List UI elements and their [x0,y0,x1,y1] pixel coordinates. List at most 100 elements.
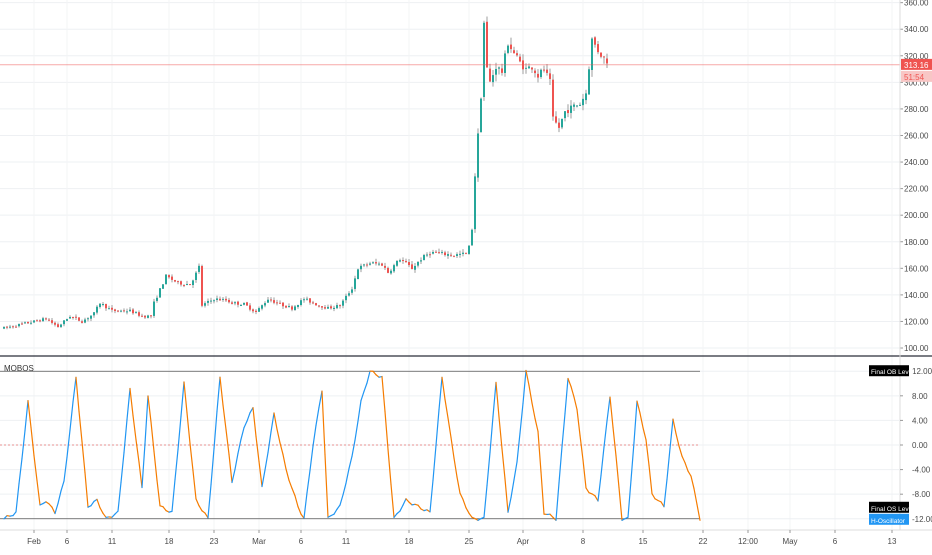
candle-body [372,262,374,263]
candle-body [591,39,593,70]
candle-body [171,277,173,280]
candle-body [426,255,428,256]
candle-body [486,22,488,68]
candle-body [477,133,479,177]
candle-body [606,59,608,64]
candle-body [504,53,506,73]
candle-body [498,67,500,68]
candle-body [147,315,149,317]
candle-body [111,308,113,310]
candle-body [543,70,545,71]
time-tick-label: Apr [517,537,530,546]
price-y-tick-label: 180.00 [904,238,929,247]
candle-body [516,53,518,55]
candle-body [9,327,11,328]
time-tick-label: 18 [405,537,414,546]
price-y-tick-label: 240.00 [904,158,929,167]
candle-body [462,253,464,254]
candle-body [84,319,86,322]
candle-body [333,308,335,309]
candle-body [114,309,116,311]
candle-body [450,255,452,256]
candle-body [330,306,332,308]
candle-body [90,316,92,319]
price-y-tick-label: 360.00 [904,0,929,8]
candle-body [66,319,68,321]
time-tick-label: 11 [342,537,351,546]
time-tick-label: 25 [465,537,474,546]
candle-body [252,309,254,311]
candle-body [288,306,290,307]
candle-body [339,305,341,306]
candle-body [432,252,434,254]
candle-body [12,326,14,327]
candle-body [246,302,248,305]
candle-body [378,264,380,265]
candle-body [243,303,245,305]
candle-body [453,256,455,257]
candle-body [75,317,77,318]
candle-body [315,303,317,305]
candle-body [483,23,485,97]
candle-body [33,320,35,322]
candle-body [363,264,365,265]
candle-body [81,321,83,323]
candle-body [183,285,185,286]
osc-y-tick-label: -8.00 [912,490,931,499]
candle-body [396,261,398,266]
candle-body [207,301,209,303]
candle-body [423,255,425,260]
osc-y-tick-label: -4.00 [912,466,931,475]
candle-body [417,262,419,266]
candle-body [537,74,539,78]
oscillator-value-label: H-Oscillator [871,518,906,525]
time-tick-label: 15 [639,537,648,546]
candle-body [501,68,503,72]
time-tick-label: 13 [888,537,897,546]
candle-body [126,311,128,312]
candle-body [366,265,368,266]
candle-body [162,284,164,288]
candle-body [429,254,431,255]
candle-body [177,281,179,282]
candle-body [291,306,293,309]
time-tick-label: 11 [108,537,117,546]
candle-body [465,253,467,254]
candle-body [51,320,53,323]
candle-body [420,260,422,261]
candle-body [447,254,449,256]
candle-body [213,300,215,301]
osc-y-tick-label: 12.00 [912,367,932,376]
candle-body [48,320,50,321]
candle-body [99,304,101,307]
candle-body [579,105,581,106]
candle-body [414,266,416,270]
candle-body [546,70,548,73]
time-tick-label: 8 [581,537,586,546]
candle-body [402,260,404,261]
candle-body [594,37,596,44]
candle-body [552,80,554,117]
candle-body [150,315,152,316]
candle-body [189,284,191,285]
candle-body [27,322,29,323]
candle-body [180,281,182,284]
candle-body [375,262,377,263]
candle-body [231,302,233,303]
candle-body [255,311,257,312]
candle-body [258,308,260,312]
candle-body [240,305,242,306]
time-tick-label: Feb [27,537,41,546]
candle-body [45,318,47,319]
candle-body [201,266,203,306]
candle-body [303,299,305,300]
candle-body [321,306,323,307]
candle-body [93,312,95,315]
candle-body [225,299,227,301]
candle-body [78,317,80,320]
candle-body [198,266,200,272]
osc-y-tick-label: 0.00 [912,441,928,450]
candle-body [24,322,26,323]
candle-body [582,99,584,105]
